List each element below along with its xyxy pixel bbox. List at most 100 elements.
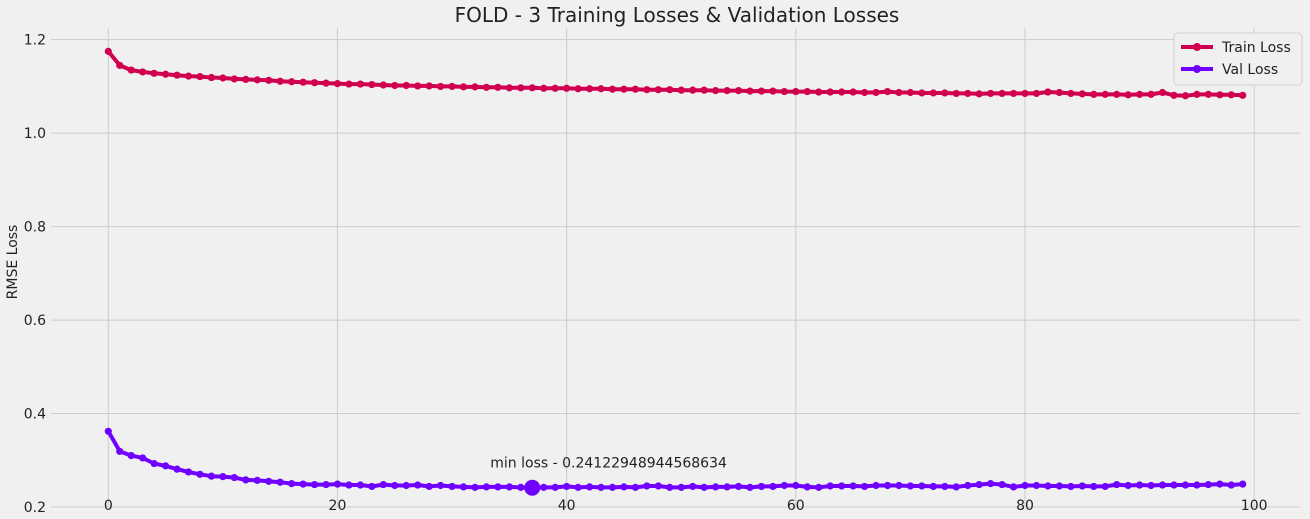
series-point-1 xyxy=(356,481,364,489)
series-point-0 xyxy=(1181,92,1190,100)
series-point-1 xyxy=(551,483,559,491)
x-tick-label: 60 xyxy=(787,498,805,514)
legend-train-label: Train Loss xyxy=(1221,40,1291,56)
series-point-0 xyxy=(1009,89,1018,98)
series-point-1 xyxy=(127,451,135,460)
series-point-0 xyxy=(998,89,1006,98)
series-point-0 xyxy=(1170,91,1178,99)
series-point-1 xyxy=(620,483,628,491)
series-point-0 xyxy=(161,70,170,78)
series-point-0 xyxy=(322,79,330,87)
series-point-0 xyxy=(746,87,754,95)
series-point-0 xyxy=(883,87,892,96)
series-point-1 xyxy=(299,480,307,488)
series-point-0 xyxy=(459,83,468,91)
series-point-1 xyxy=(414,481,422,489)
series-point-1 xyxy=(654,482,662,490)
min-loss-marker xyxy=(524,479,541,496)
series-point-1 xyxy=(1147,481,1155,490)
series-point-0 xyxy=(1158,88,1167,97)
series-point-1 xyxy=(402,481,410,490)
series-point-1 xyxy=(1044,482,1052,490)
series-point-0 xyxy=(139,68,147,76)
series-point-1 xyxy=(929,482,937,491)
series-point-0 xyxy=(299,78,307,86)
series-point-0 xyxy=(379,81,387,89)
series-point-0 xyxy=(1216,91,1224,99)
series-point-1 xyxy=(1067,482,1075,491)
series-point-1 xyxy=(666,483,674,491)
series-point-0 xyxy=(666,86,674,94)
series-point-1 xyxy=(242,476,250,484)
series-point-1 xyxy=(333,480,342,488)
series-point-1 xyxy=(838,482,846,490)
series-point-0 xyxy=(734,87,743,95)
series-point-1 xyxy=(391,481,399,490)
series-point-0 xyxy=(952,89,960,98)
series-points xyxy=(104,47,1247,496)
series-point-1 xyxy=(574,483,582,491)
series-point-0 xyxy=(242,75,250,84)
series-point-1 xyxy=(505,483,513,491)
series-point-0 xyxy=(540,84,548,92)
series-point-1 xyxy=(196,470,204,478)
series-line-0 xyxy=(106,50,1243,98)
grid xyxy=(51,28,1300,508)
series-point-1 xyxy=(803,483,811,491)
series-point-0 xyxy=(505,84,513,92)
series-point-0 xyxy=(826,88,834,96)
series-point-1 xyxy=(310,480,319,489)
series-point-1 xyxy=(471,483,479,491)
series-point-0 xyxy=(1032,89,1041,98)
series-point-0 xyxy=(207,73,216,82)
series-point-1 xyxy=(998,480,1006,489)
series-point-0 xyxy=(585,85,594,93)
series-point-1 xyxy=(288,480,296,488)
series-point-0 xyxy=(975,90,983,98)
series-point-1 xyxy=(1078,482,1086,490)
series-point-0 xyxy=(104,47,112,55)
y-tick-label: 1.2 xyxy=(24,33,46,49)
series-point-1 xyxy=(265,477,273,485)
series-point-0 xyxy=(906,88,915,97)
series-point-1 xyxy=(563,482,571,491)
series-point-0 xyxy=(517,84,525,92)
series-point-0 xyxy=(1044,88,1052,96)
series-point-0 xyxy=(757,87,766,95)
series-point-0 xyxy=(803,87,811,96)
legend-val-marker xyxy=(1193,65,1201,73)
series-point-0 xyxy=(780,87,788,96)
series-point-0 xyxy=(563,84,571,92)
series-point-1 xyxy=(1009,483,1018,491)
series-point-1 xyxy=(173,465,181,473)
series-point-1 xyxy=(883,481,892,490)
series-point-1 xyxy=(104,427,112,435)
series-point-1 xyxy=(723,483,731,491)
series-point-0 xyxy=(471,83,479,91)
y-tick-label: 0.2 xyxy=(24,500,46,516)
series-point-1 xyxy=(379,480,387,489)
series-point-1 xyxy=(139,454,147,462)
series-point-1 xyxy=(780,481,788,490)
series-point-0 xyxy=(723,87,731,95)
series-point-1 xyxy=(643,482,651,490)
series-point-0 xyxy=(1239,91,1247,99)
series-point-0 xyxy=(769,87,777,95)
series-point-0 xyxy=(700,86,708,94)
series-point-1 xyxy=(1055,482,1063,490)
series-point-0 xyxy=(689,86,697,94)
y-tick-label: 0.4 xyxy=(24,407,46,423)
series-point-0 xyxy=(448,82,456,91)
series-point-1 xyxy=(918,482,926,490)
y-tick-label: 1.0 xyxy=(24,126,46,142)
series-point-1 xyxy=(517,483,525,491)
series-point-0 xyxy=(987,89,995,98)
series-point-1 xyxy=(1170,481,1178,489)
series-point-1 xyxy=(712,483,720,491)
series-point-1 xyxy=(734,482,743,491)
series-point-1 xyxy=(860,482,869,491)
series-point-0 xyxy=(608,85,617,93)
x-tick-label: 0 xyxy=(104,498,113,514)
series-point-1 xyxy=(345,481,353,489)
series-point-1 xyxy=(1204,480,1212,489)
